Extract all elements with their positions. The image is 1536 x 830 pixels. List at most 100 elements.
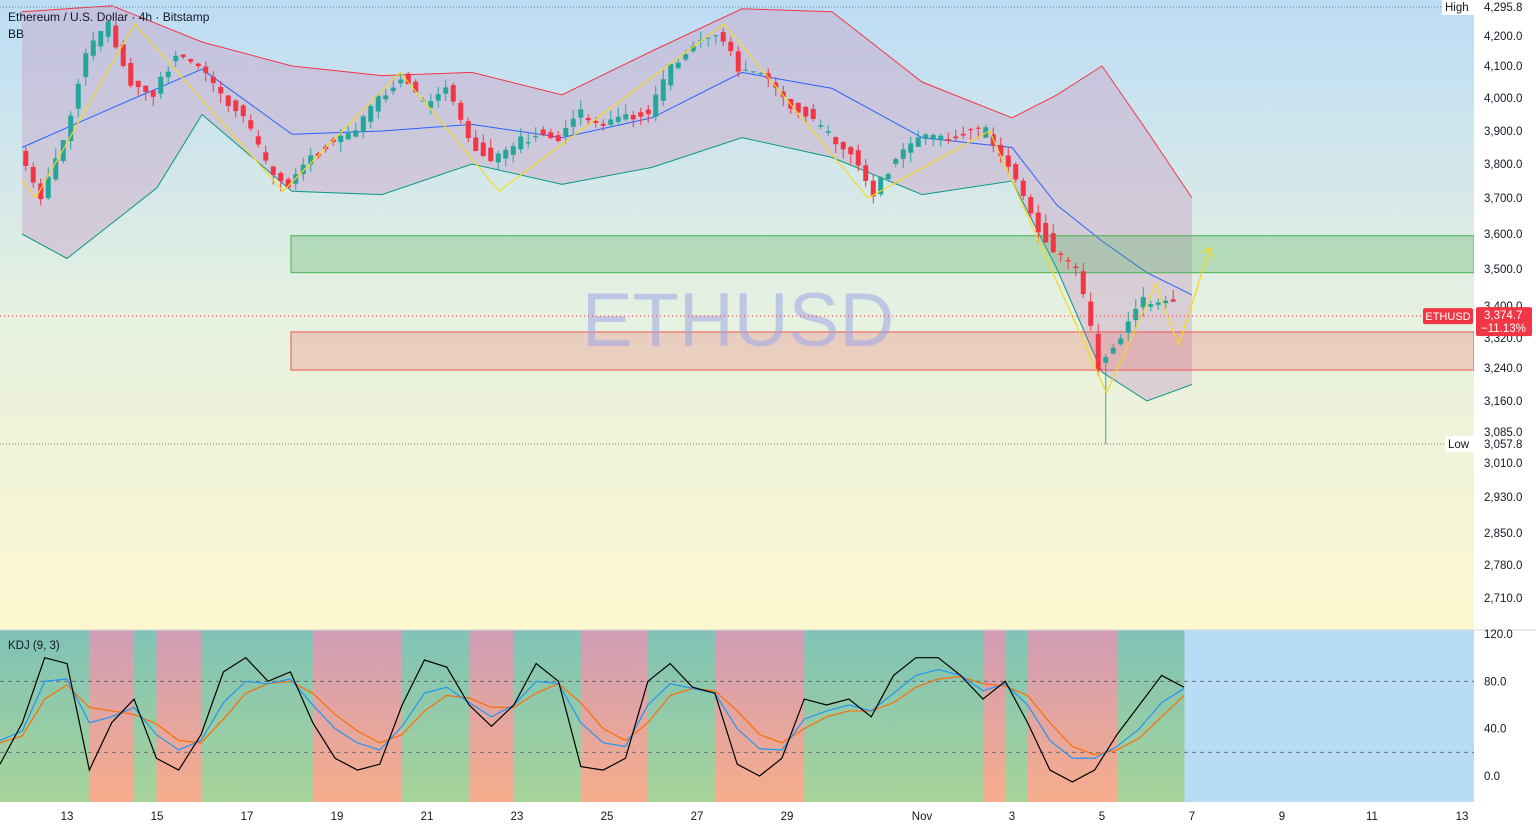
candle-body[interactable] xyxy=(915,137,921,147)
candle-body[interactable] xyxy=(405,73,411,85)
candle-body[interactable] xyxy=(803,106,809,117)
candle-body[interactable] xyxy=(53,158,59,180)
candle-body[interactable] xyxy=(870,180,876,197)
candle-body[interactable] xyxy=(128,62,134,86)
candle-body[interactable] xyxy=(945,139,951,141)
candle-body[interactable] xyxy=(1170,299,1176,302)
candle-body[interactable] xyxy=(375,95,381,112)
candle-body[interactable] xyxy=(623,114,629,120)
candle-body[interactable] xyxy=(1058,253,1064,255)
candle-body[interactable] xyxy=(765,73,771,79)
candle-body[interactable] xyxy=(840,142,846,150)
candle-body[interactable] xyxy=(1073,266,1079,268)
candle-body[interactable] xyxy=(30,166,36,183)
candle-body[interactable] xyxy=(428,101,434,108)
candle-body[interactable] xyxy=(383,95,389,100)
price-pane[interactable]: ETHUSD xyxy=(0,0,1475,630)
candle-body[interactable] xyxy=(608,119,614,125)
candle-body[interactable] xyxy=(1125,321,1131,333)
candle-body[interactable] xyxy=(398,79,404,84)
candle-body[interactable] xyxy=(1028,197,1034,214)
candle-body[interactable] xyxy=(690,45,696,52)
candle-body[interactable] xyxy=(488,147,494,162)
candle-body[interactable] xyxy=(345,133,351,140)
candle-body[interactable] xyxy=(495,153,501,163)
candle-body[interactable] xyxy=(615,116,621,123)
candle-body[interactable] xyxy=(480,142,486,157)
candle-body[interactable] xyxy=(1013,164,1019,180)
candle-body[interactable] xyxy=(863,165,869,181)
candle-body[interactable] xyxy=(660,79,666,101)
candle-body[interactable] xyxy=(120,44,126,66)
candle-body[interactable] xyxy=(893,158,899,164)
candle-body[interactable] xyxy=(1080,271,1086,295)
candle-body[interactable] xyxy=(413,81,419,93)
candle-body[interactable] xyxy=(165,71,171,78)
candle-body[interactable] xyxy=(75,83,81,109)
candle-body[interactable] xyxy=(645,109,651,115)
candle-body[interactable] xyxy=(338,135,344,143)
candle-body[interactable] xyxy=(255,136,261,145)
candle-body[interactable] xyxy=(593,120,599,124)
candle-body[interactable] xyxy=(173,55,179,62)
candle-body[interactable] xyxy=(195,63,201,67)
candle-body[interactable] xyxy=(1163,300,1169,304)
candle-body[interactable] xyxy=(435,94,441,101)
candle-body[interactable] xyxy=(1155,302,1161,305)
candle-body[interactable] xyxy=(885,174,891,180)
candle-body[interactable] xyxy=(1005,155,1011,167)
symbol-badge[interactable] xyxy=(1423,308,1473,325)
symbol-title[interactable]: Ethereum / U.S. Dollar · 4h · Bitstamp xyxy=(8,10,210,24)
candle-body[interactable] xyxy=(960,133,966,136)
candle-body[interactable] xyxy=(285,179,291,188)
candle-body[interactable] xyxy=(975,127,981,129)
candle-body[interactable] xyxy=(533,136,539,138)
candle-body[interactable] xyxy=(683,54,689,60)
candle-body[interactable] xyxy=(1020,180,1026,196)
candle-body[interactable] xyxy=(368,106,374,122)
candle-body[interactable] xyxy=(60,140,66,161)
kdj-title[interactable]: KDJ (9, 3) xyxy=(8,640,60,652)
candle-body[interactable] xyxy=(233,100,239,112)
candle-body[interactable] xyxy=(270,166,276,175)
candle-body[interactable] xyxy=(68,115,74,142)
candle-body[interactable] xyxy=(525,142,531,144)
candle-body[interactable] xyxy=(38,183,44,200)
candle-body[interactable] xyxy=(1140,297,1146,308)
candle-body[interactable] xyxy=(473,137,479,151)
candle-body[interactable] xyxy=(600,123,606,126)
kdj-pane[interactable] xyxy=(0,630,1474,802)
candle-body[interactable] xyxy=(630,114,636,120)
candle-body[interactable] xyxy=(773,82,779,88)
candle-body[interactable] xyxy=(503,149,509,159)
candle-body[interactable] xyxy=(150,90,156,97)
candle-body[interactable] xyxy=(923,134,929,140)
candle-body[interactable] xyxy=(1118,338,1124,345)
candle-body[interactable] xyxy=(210,76,216,84)
candle-body[interactable] xyxy=(540,129,546,136)
candle-body[interactable] xyxy=(188,59,194,62)
candle-body[interactable] xyxy=(563,127,569,137)
candle-body[interactable] xyxy=(668,63,674,86)
candle-body[interactable] xyxy=(518,136,524,150)
candle-body[interactable] xyxy=(675,62,681,69)
candle-body[interactable] xyxy=(83,53,89,78)
candle-body[interactable] xyxy=(653,94,659,117)
candle-body[interactable] xyxy=(248,120,254,129)
candle-body[interactable] xyxy=(728,41,734,52)
candle-body[interactable] xyxy=(1065,260,1071,262)
candle-body[interactable] xyxy=(23,150,29,167)
candle-body[interactable] xyxy=(900,149,906,159)
candle-body[interactable] xyxy=(135,80,141,88)
candle-body[interactable] xyxy=(300,164,306,175)
candle-body[interactable] xyxy=(263,152,269,161)
candle-body[interactable] xyxy=(360,116,366,133)
candle-body[interactable] xyxy=(743,69,749,71)
candle-body[interactable] xyxy=(968,129,974,131)
candle-body[interactable] xyxy=(818,125,824,127)
last-price-badge[interactable] xyxy=(1476,307,1532,337)
candle-body[interactable] xyxy=(548,132,554,139)
candle-body[interactable] xyxy=(1043,222,1049,243)
candle-body[interactable] xyxy=(240,105,246,117)
